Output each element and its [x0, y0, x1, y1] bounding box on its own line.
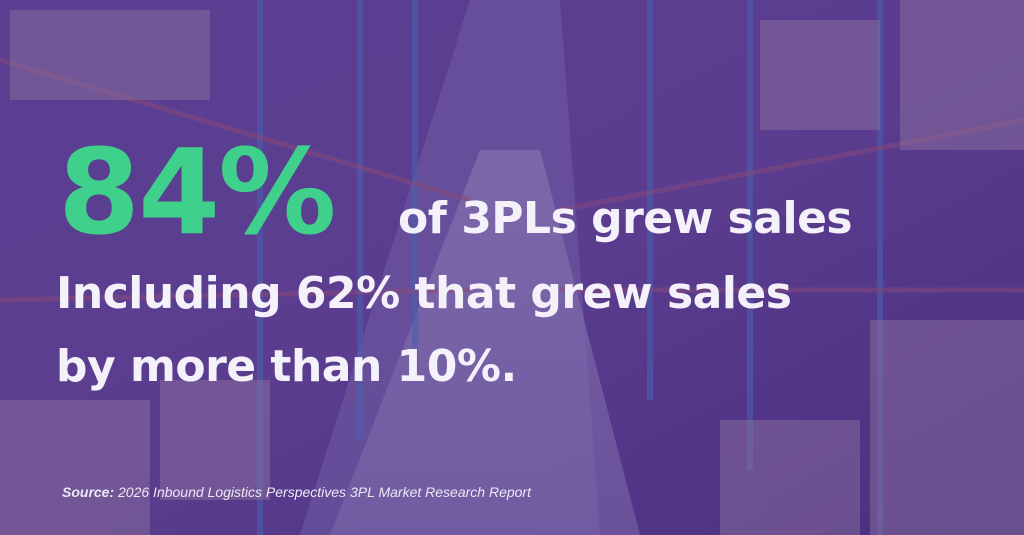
source: Source: 2026 Inbound Logistics Perspecti… [62, 484, 532, 500]
source-text: 2026 Inbound Logistics Perspectives 3PL … [117, 484, 532, 500]
detail-line: Including 62% that grew sales [56, 268, 791, 319]
source-label: Source: [62, 484, 114, 500]
headline-text: of 3PLs grew sales [398, 193, 852, 244]
headline-stat: 84% [58, 123, 334, 261]
detail-line: by more than 10%. [56, 341, 517, 392]
